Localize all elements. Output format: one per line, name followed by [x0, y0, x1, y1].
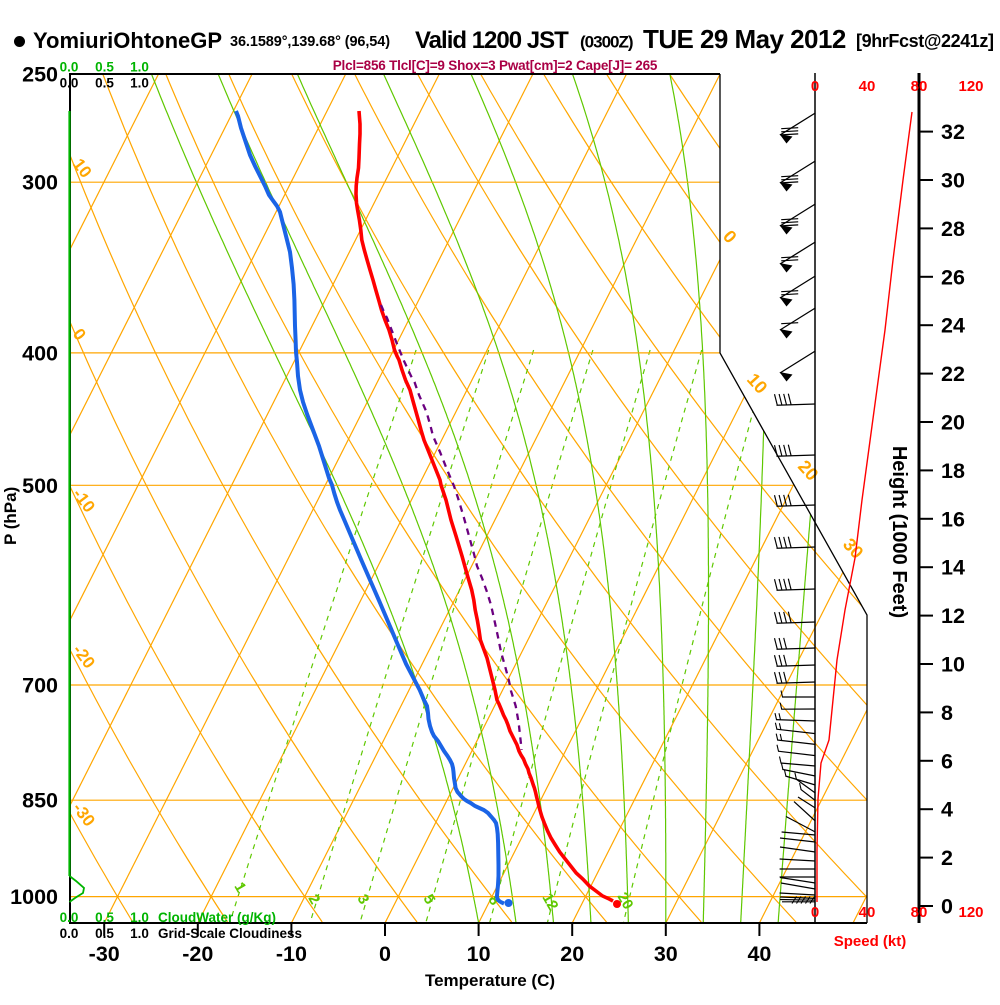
svg-text:850: 850 [22, 789, 58, 813]
svg-text:16: 16 [941, 507, 965, 531]
svg-text:4: 4 [941, 798, 953, 822]
svg-text:24: 24 [941, 314, 965, 338]
svg-text:40: 40 [859, 78, 876, 95]
svg-text:TUE 29 May 2012: TUE 29 May 2012 [643, 24, 846, 54]
svg-text:10: 10 [467, 942, 491, 966]
svg-text:36.1589°,139.68° (96,54): 36.1589°,139.68° (96,54) [230, 34, 390, 50]
svg-text:1.0: 1.0 [130, 926, 149, 941]
svg-text:1.0: 1.0 [130, 76, 149, 91]
svg-text:Plcl=856 Tlcl[C]=9 Shox=3 Pwat: Plcl=856 Tlcl[C]=9 Shox=3 Pwat[cm]=2 Cap… [333, 58, 658, 73]
svg-text:30: 30 [941, 169, 965, 193]
svg-text:80: 80 [911, 78, 928, 95]
svg-text:0: 0 [811, 78, 819, 95]
svg-text:500: 500 [22, 474, 58, 498]
svg-text:26: 26 [941, 265, 965, 289]
svg-text:Temperature (C): Temperature (C) [425, 971, 555, 990]
svg-text:-30: -30 [89, 942, 120, 966]
svg-text:700: 700 [22, 674, 58, 698]
svg-text:CloudWater (g/Kg): CloudWater (g/Kg) [158, 910, 276, 925]
svg-text:0.0: 0.0 [60, 60, 79, 75]
svg-text:1000: 1000 [10, 885, 58, 909]
svg-text:Valid 1200 JST: Valid 1200 JST [415, 27, 569, 54]
svg-text:14: 14 [941, 556, 965, 580]
svg-text:18: 18 [941, 459, 965, 483]
svg-text:120: 120 [958, 904, 983, 921]
svg-text:8: 8 [941, 701, 953, 725]
svg-text:[9hrFcst@2241z]: [9hrFcst@2241z] [856, 31, 994, 51]
svg-text:300: 300 [22, 171, 58, 195]
svg-text:Height (1000 Feet): Height (1000 Feet) [888, 446, 910, 618]
svg-text:0.5: 0.5 [95, 76, 114, 91]
svg-text:40: 40 [859, 904, 876, 921]
svg-text:28: 28 [941, 217, 965, 241]
svg-text:20: 20 [560, 942, 584, 966]
svg-text:250: 250 [22, 63, 58, 87]
svg-text:Grid-Scale Cloudiness: Grid-Scale Cloudiness [158, 926, 302, 941]
svg-text:-10: -10 [276, 942, 307, 966]
svg-text:(0300Z): (0300Z) [580, 33, 633, 52]
svg-text:22: 22 [941, 362, 965, 386]
svg-text:0.5: 0.5 [95, 60, 114, 75]
svg-text:YomiuriOhtoneGP: YomiuriOhtoneGP [33, 28, 222, 53]
svg-text:0.0: 0.0 [60, 910, 79, 925]
svg-text:6: 6 [941, 749, 953, 773]
svg-text:1.0: 1.0 [130, 910, 149, 925]
svg-text:120: 120 [958, 78, 983, 95]
svg-text:80: 80 [911, 904, 928, 921]
svg-text:0: 0 [941, 895, 953, 919]
svg-text:10: 10 [941, 653, 965, 677]
svg-text:-20: -20 [182, 942, 213, 966]
svg-text:0.5: 0.5 [95, 910, 114, 925]
svg-text:0: 0 [811, 904, 819, 921]
svg-text:2: 2 [941, 846, 953, 870]
svg-text:0.0: 0.0 [60, 926, 79, 941]
svg-text:0.5: 0.5 [95, 926, 114, 941]
svg-text:0.0: 0.0 [60, 76, 79, 91]
svg-text:12: 12 [539, 891, 562, 914]
svg-text:Speed (kt): Speed (kt) [834, 933, 907, 950]
svg-text:20: 20 [941, 411, 965, 435]
svg-text:1.0: 1.0 [130, 60, 149, 75]
svg-text:30: 30 [654, 942, 678, 966]
svg-text:400: 400 [22, 341, 58, 365]
svg-text:12: 12 [941, 604, 965, 628]
svg-text:P (hPa): P (hPa) [1, 487, 20, 545]
svg-text:32: 32 [941, 120, 965, 144]
svg-text:40: 40 [747, 942, 771, 966]
svg-text:0: 0 [379, 942, 391, 966]
